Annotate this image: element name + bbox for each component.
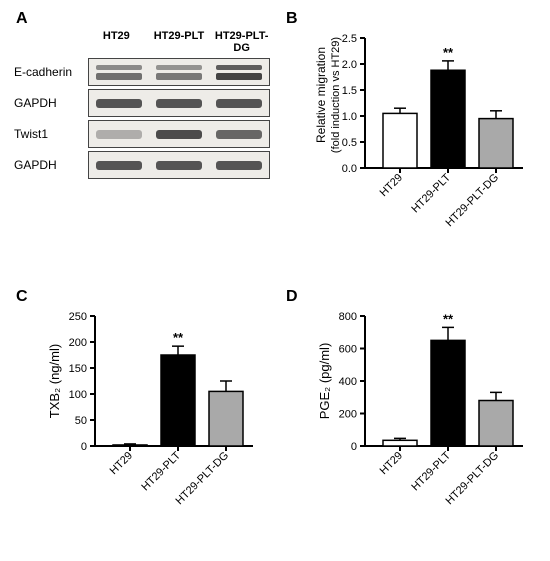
bar: [383, 440, 417, 446]
blot-row: GAPDH: [10, 151, 270, 179]
blot-strip: [88, 120, 270, 148]
panel-d: D 0 200 400 600 800 PGE₂ (pg/ml) HT29 ** HT29-PL…: [280, 288, 540, 551]
panel-b: B 0.0 0.5 1.0 1.5 2.0 2.5 Relative migration(f…: [280, 10, 540, 273]
blot-row: Twist1: [10, 120, 270, 148]
y-axis-title: TXB₂ (ng/ml): [47, 344, 62, 418]
ytick-label: 250: [69, 311, 87, 323]
panel-c: C 0 50 100 150 200 250 TXB₂ (ng/ml) HT29 ** HT29-…: [10, 288, 270, 551]
blot-protein-label: E-cadherin: [10, 65, 88, 79]
panel-d-label: D: [286, 288, 298, 306]
chart-b: 0.0 0.5 1.0 1.5 2.0 2.5 Relative migration(fol…: [310, 18, 540, 273]
blot-header: HT29 HT29-PLT HT29-PLT-DG: [88, 30, 270, 54]
x-category-label: HT29-PLT: [409, 171, 453, 215]
ytick-label: 0.5: [342, 137, 357, 149]
bar: [209, 391, 243, 446]
ytick-label: 600: [339, 344, 357, 356]
y-axis-title: Relative migration: [314, 47, 328, 143]
y-axis-title: PGE₂ (pg/ml): [317, 343, 332, 420]
x-category-label: HT29: [108, 450, 136, 478]
blot-protein-label: GAPDH: [10, 158, 88, 172]
blot-strip: [88, 58, 270, 86]
ytick-label: 200: [339, 409, 357, 421]
blot-lane: [89, 59, 149, 85]
bar: [383, 113, 417, 168]
blot-cond-1: HT29-PLT: [151, 30, 208, 54]
ytick-label: 50: [75, 415, 87, 427]
significance-marker: **: [443, 45, 454, 60]
bar: [113, 445, 147, 446]
blot-protein-label: Twist1: [10, 127, 88, 141]
ytick-label: 100: [69, 389, 87, 401]
ytick-label: 1.0: [342, 111, 357, 123]
panel-a: A HT29 HT29-PLT HT29-PLT-DG E-cadherin GA…: [10, 10, 270, 273]
x-category-label: HT29: [378, 172, 406, 200]
ytick-label: 2.0: [342, 59, 357, 71]
blot-cond-0: HT29: [88, 30, 145, 54]
significance-marker: **: [173, 330, 184, 345]
y-axis-subtitle: (fold induction vs HT29): [330, 37, 342, 153]
chart-c: 0 50 100 150 200 250 TXB₂ (ng/ml) HT29 ** HT29-PL…: [40, 296, 270, 551]
blot-lane: [209, 90, 269, 116]
blot-cond-2: HT29-PLT-DG: [213, 30, 270, 54]
significance-marker: **: [443, 311, 454, 326]
x-category-label: HT29: [378, 450, 406, 478]
blot-lane: [89, 90, 149, 116]
blot-row: GAPDH: [10, 89, 270, 117]
x-category-label: HT29-PLT: [409, 449, 453, 493]
blot-row: E-cadherin: [10, 58, 270, 86]
bar: [479, 119, 513, 168]
ytick-label: 0: [81, 441, 87, 453]
ytick-label: 400: [339, 376, 357, 388]
panel-a-label: A: [16, 10, 28, 28]
blot-strip: [88, 89, 270, 117]
bar: [431, 70, 465, 168]
bar: [479, 401, 513, 447]
bar: [161, 355, 195, 446]
figure-grid: A HT29 HT29-PLT HT29-PLT-DG E-cadherin GA…: [10, 10, 540, 551]
ytick-label: 2.5: [342, 33, 357, 45]
ytick-label: 0.0: [342, 163, 357, 175]
panel-c-label: C: [16, 288, 28, 306]
blot-protein-label: GAPDH: [10, 96, 88, 110]
x-category-label: HT29-PLT: [139, 449, 183, 493]
blot-lane: [209, 59, 269, 85]
blot-lane: [209, 121, 269, 147]
blot-lane: [89, 152, 149, 178]
ytick-label: 800: [339, 311, 357, 323]
blot-lane: [149, 121, 209, 147]
ytick-label: 200: [69, 337, 87, 349]
ytick-label: 150: [69, 363, 87, 375]
blot-lane: [149, 59, 209, 85]
blot-strip: [88, 151, 270, 179]
blot-lane: [149, 152, 209, 178]
ytick-label: 0: [351, 441, 357, 453]
chart-d: 0200400600800PGE₂ (pg/ml)HT29**HT29-PLTH…: [310, 296, 540, 551]
ytick-label: 1.5: [342, 85, 357, 97]
blot-lane: [149, 90, 209, 116]
blot-lane: [209, 152, 269, 178]
bar: [431, 340, 465, 446]
blot-lane: [89, 121, 149, 147]
blot-rows: E-cadherin GAPDH Twist1 GAPDH: [10, 58, 270, 179]
panel-b-label: B: [286, 10, 298, 28]
